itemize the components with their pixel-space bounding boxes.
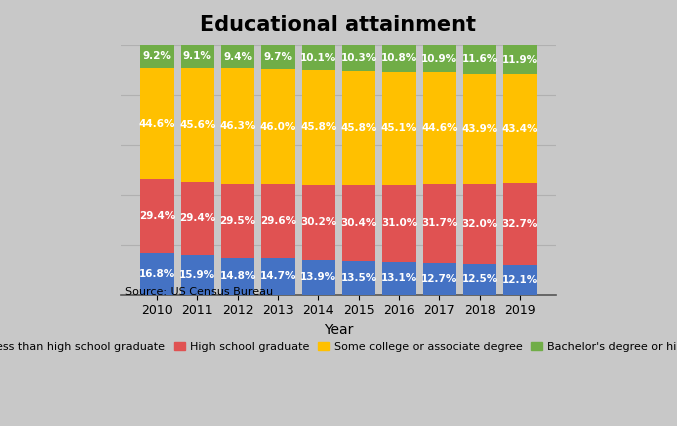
Bar (463, 74, 496, 184)
Text: 13.9%: 13.9% (301, 272, 336, 282)
Bar (261, 258, 294, 295)
Text: 12.7%: 12.7% (421, 274, 458, 284)
Bar (181, 45, 214, 68)
Text: 9.1%: 9.1% (183, 51, 212, 61)
Text: 46.3%: 46.3% (219, 121, 256, 131)
Text: 13.1%: 13.1% (381, 273, 417, 283)
Bar (383, 72, 416, 184)
Text: 9.7%: 9.7% (263, 52, 292, 62)
Text: 45.1%: 45.1% (380, 123, 417, 133)
Bar (423, 72, 456, 184)
Bar (141, 45, 173, 68)
Bar (261, 69, 294, 184)
Bar (141, 253, 173, 295)
Text: 11.9%: 11.9% (502, 55, 538, 64)
Text: 10.8%: 10.8% (381, 53, 417, 63)
Bar (181, 181, 214, 255)
Text: 14.7%: 14.7% (260, 271, 297, 282)
Bar (423, 263, 456, 295)
Bar (302, 70, 335, 184)
Bar (504, 265, 536, 295)
Bar (302, 260, 335, 295)
Text: 43.4%: 43.4% (502, 124, 538, 134)
Bar (463, 45, 496, 74)
Text: 45.6%: 45.6% (179, 120, 215, 130)
Bar (302, 184, 335, 260)
Text: 31.7%: 31.7% (421, 219, 458, 228)
Text: 45.8%: 45.8% (300, 122, 336, 132)
Bar (261, 45, 294, 69)
Bar (383, 184, 416, 262)
Text: 31.0%: 31.0% (381, 218, 417, 228)
Bar (342, 185, 375, 261)
Text: 10.1%: 10.1% (300, 52, 336, 63)
Text: 14.8%: 14.8% (219, 271, 256, 281)
Bar (261, 184, 294, 258)
Bar (504, 45, 536, 75)
Text: 45.8%: 45.8% (341, 123, 377, 133)
Text: Source: US Census Bureau: Source: US Census Bureau (125, 287, 273, 297)
Bar (423, 184, 456, 263)
Title: Educational attainment: Educational attainment (200, 15, 477, 35)
Text: 43.9%: 43.9% (462, 124, 498, 134)
Text: 10.3%: 10.3% (341, 53, 377, 63)
Text: 30.4%: 30.4% (341, 218, 377, 228)
Bar (342, 71, 375, 185)
Bar (504, 183, 536, 265)
Text: 10.9%: 10.9% (421, 54, 458, 64)
Text: 9.2%: 9.2% (143, 52, 171, 61)
Bar (181, 255, 214, 295)
Bar (141, 68, 173, 179)
Bar (221, 258, 254, 295)
Text: 29.4%: 29.4% (179, 213, 215, 223)
Text: 16.8%: 16.8% (139, 269, 175, 279)
Text: 13.5%: 13.5% (341, 273, 377, 283)
Bar (383, 262, 416, 295)
Text: 30.2%: 30.2% (300, 217, 336, 227)
Text: 29.5%: 29.5% (219, 216, 256, 226)
Bar (181, 68, 214, 181)
Bar (463, 264, 496, 295)
Bar (423, 45, 456, 72)
Legend: Less than high school graduate, High school graduate, Some college or associate : Less than high school graduate, High sch… (0, 338, 677, 357)
Text: 32.7%: 32.7% (502, 219, 538, 229)
Text: 11.6%: 11.6% (462, 55, 498, 64)
Text: 29.4%: 29.4% (139, 211, 175, 221)
Bar (463, 184, 496, 264)
Bar (383, 45, 416, 72)
Text: 46.0%: 46.0% (260, 121, 297, 132)
Text: 12.1%: 12.1% (502, 275, 538, 285)
Text: 32.0%: 32.0% (462, 219, 498, 228)
Text: 9.4%: 9.4% (223, 52, 252, 62)
Bar (221, 184, 254, 258)
Bar (302, 45, 335, 70)
Bar (504, 75, 536, 183)
Bar (141, 179, 173, 253)
Text: 29.6%: 29.6% (260, 216, 296, 226)
Text: 15.9%: 15.9% (179, 270, 215, 280)
Bar (221, 45, 254, 69)
Bar (342, 45, 375, 71)
Text: 44.6%: 44.6% (139, 118, 175, 129)
Text: 12.5%: 12.5% (462, 274, 498, 284)
X-axis label: Year: Year (324, 323, 353, 337)
Text: 44.6%: 44.6% (421, 123, 458, 133)
Bar (342, 261, 375, 295)
Bar (221, 69, 254, 184)
